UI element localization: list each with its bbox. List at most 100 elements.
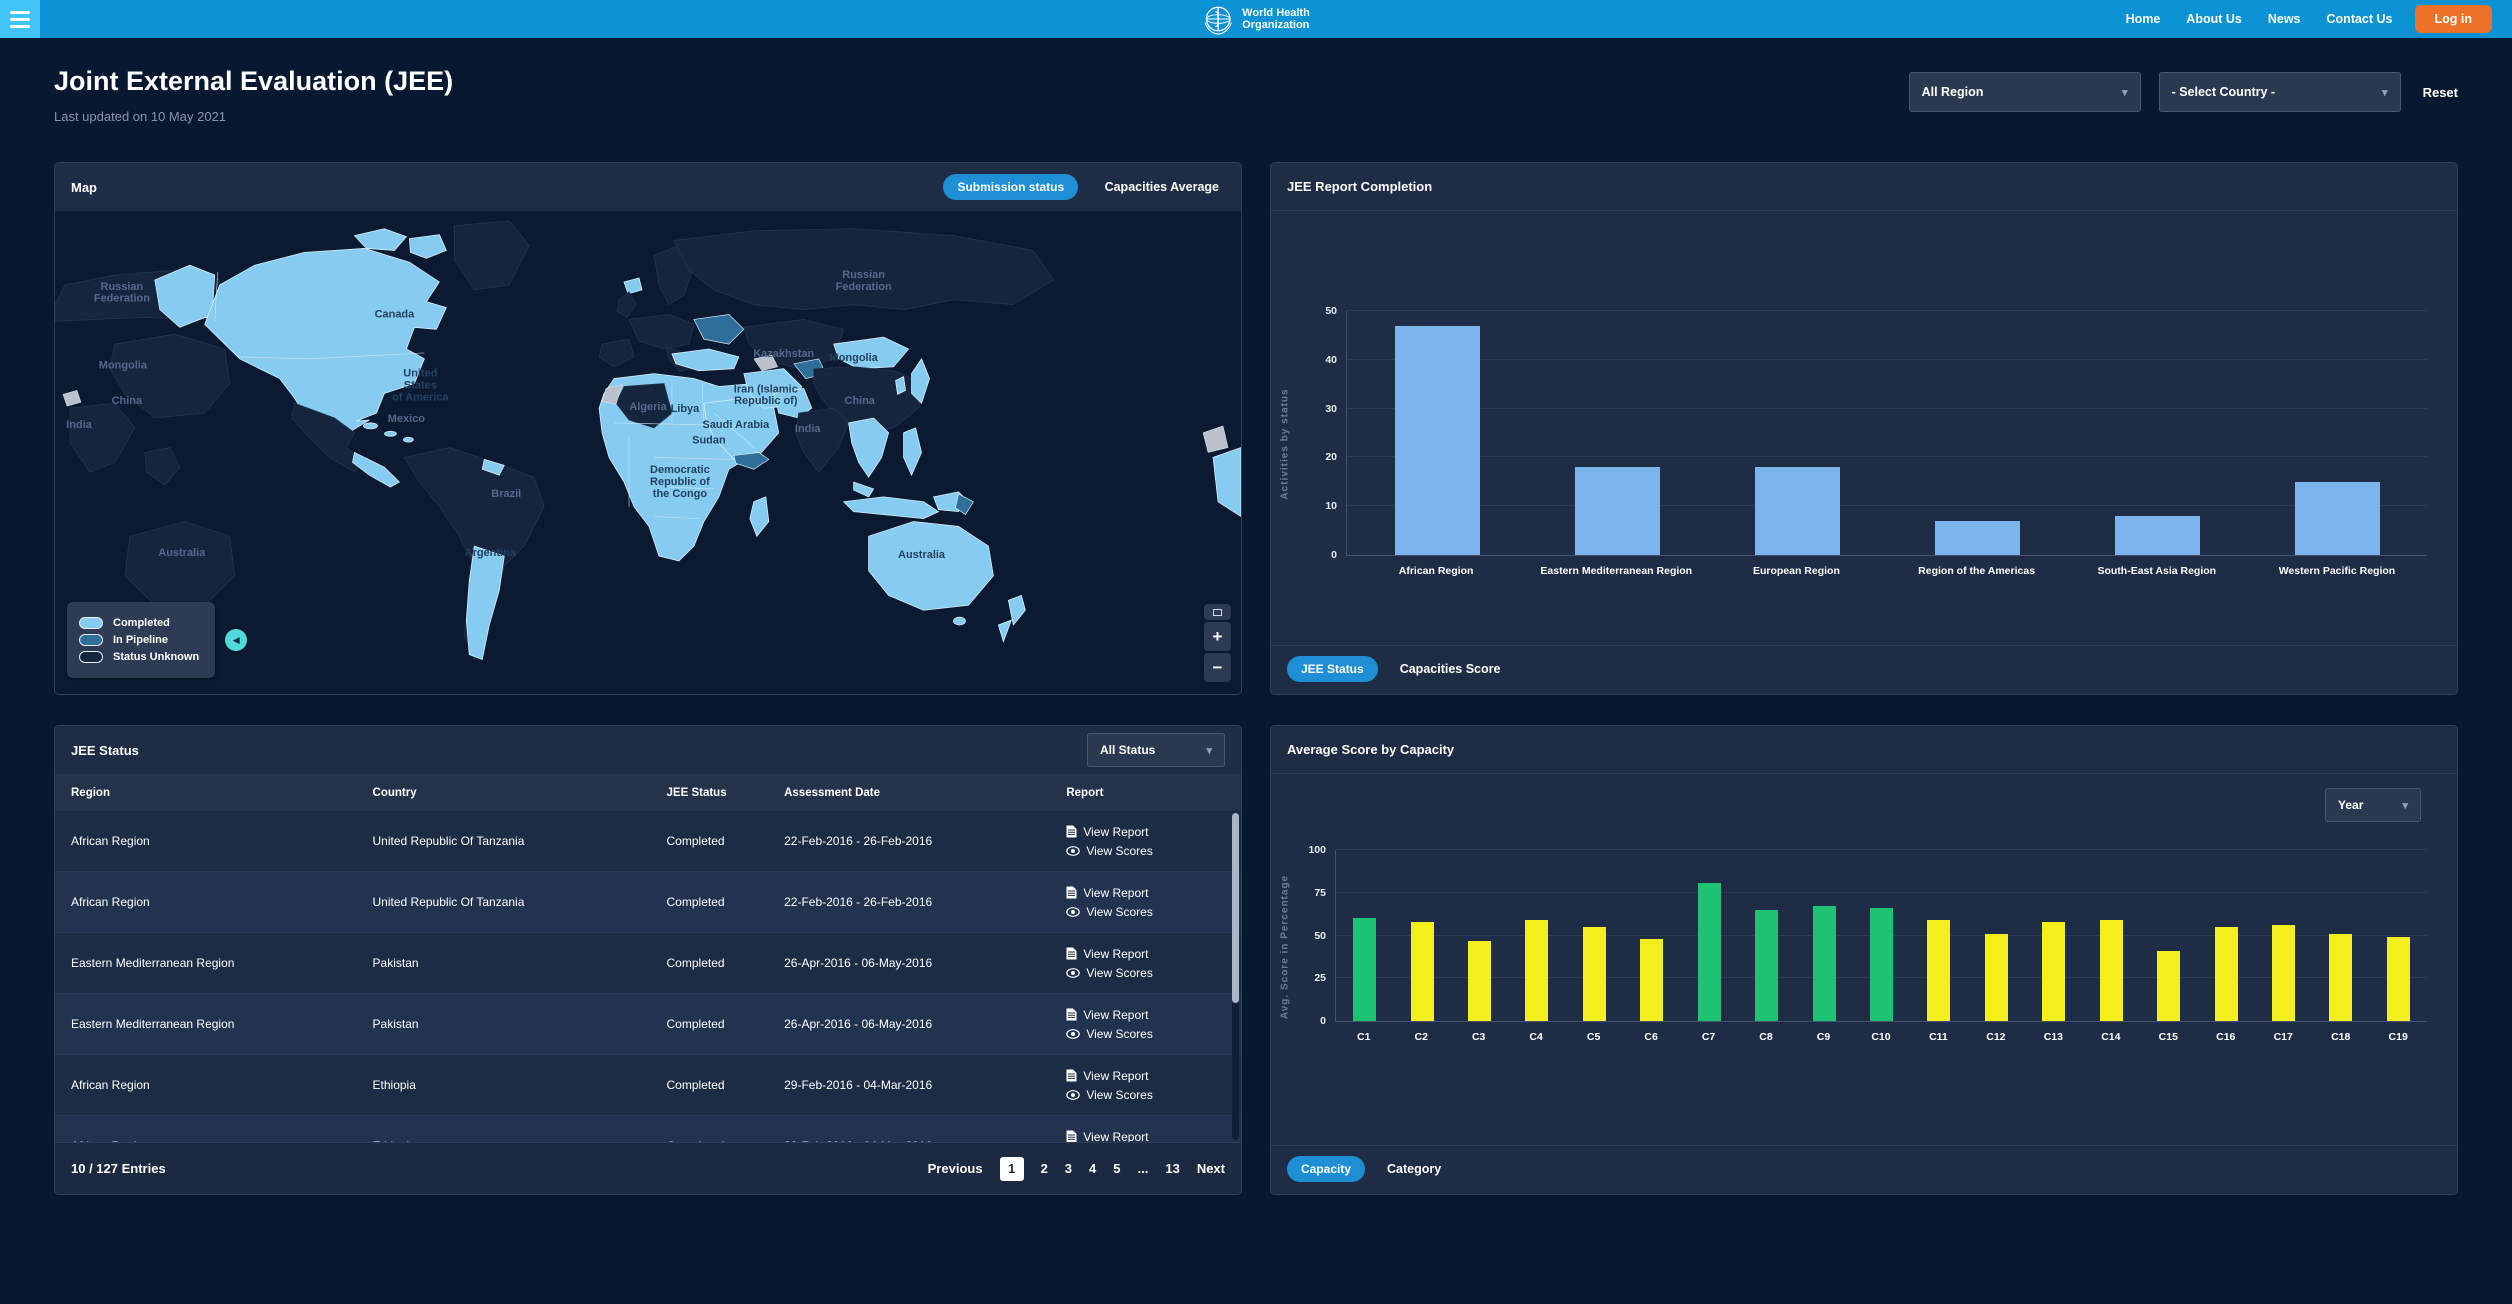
x-tick-label: C10	[1871, 1031, 1891, 1043]
jee-status-title: JEE Status	[71, 742, 139, 758]
map-borders	[214, 272, 755, 519]
tab-jee-status[interactable]: JEE Status	[1287, 656, 1378, 682]
x-tick-label: Western Pacific Region	[2278, 565, 2396, 577]
scrollbar-thumb[interactable]	[1232, 813, 1239, 1003]
country-select[interactable]: - Select Country - ▾	[2158, 72, 2401, 112]
legend-collapse-button[interactable]: ◀	[225, 629, 248, 651]
legend-label: In Pipeline	[113, 634, 169, 646]
zoom-in-button[interactable]: +	[1204, 622, 1231, 651]
legend-swatch-icon	[79, 634, 103, 646]
map-label: India	[66, 419, 93, 431]
table-row: African Region United Republic Of Tanzani…	[55, 872, 1241, 933]
pagination-previous[interactable]: Previous	[927, 1161, 983, 1176]
bar-c17	[2271, 925, 2295, 1021]
view-scores-link[interactable]: View Scores	[1066, 1027, 1231, 1041]
x-tick-label: C4	[1529, 1031, 1543, 1043]
view-report-link[interactable]: View Report	[1066, 947, 1231, 961]
view-scores-link[interactable]: View Scores	[1066, 1088, 1231, 1102]
view-report-link[interactable]: View Report	[1066, 1069, 1231, 1083]
table-row: African Region United Republic Of Tanzani…	[55, 811, 1241, 872]
reset-button[interactable]: Reset	[2422, 84, 2458, 100]
region-select[interactable]: All Region ▾	[1908, 72, 2141, 112]
chevron-down-icon: ▾	[2122, 86, 2128, 99]
cell-report: View Report View Scores	[1066, 1069, 1231, 1102]
nav-home[interactable]: Home	[2125, 12, 2161, 26]
y-tick-label: 75	[1314, 886, 1326, 899]
tab-category[interactable]: Category	[1381, 1161, 1447, 1177]
avg-score-title: Average Score by Capacity	[1287, 742, 1455, 757]
pagination-page-3[interactable]: 3	[1064, 1161, 1073, 1176]
view-report-link[interactable]: View Report	[1066, 1008, 1231, 1022]
bar-c7	[1697, 882, 1721, 1021]
x-tick-label: Eastern Mediterranean Region	[1540, 565, 1693, 577]
view-scores-link[interactable]: View Scores	[1066, 905, 1231, 919]
zoom-out-button[interactable]: −	[1204, 653, 1231, 682]
view-scores-link[interactable]: View Scores	[1066, 844, 1231, 858]
cell-status: Completed	[667, 1139, 785, 1142]
x-tick-label: C7	[1701, 1031, 1716, 1043]
x-tick-label: C16	[2216, 1031, 2236, 1043]
toggle-capacities-average[interactable]: Capacities Average	[1099, 179, 1225, 195]
gridline	[1347, 456, 2427, 458]
map-label: Kazakhstan	[753, 348, 814, 360]
pagination-page-5[interactable]: 5	[1113, 1161, 1121, 1176]
toggle-submission-status[interactable]: Submission status	[943, 174, 1079, 200]
view-scores-link[interactable]: View Scores	[1066, 966, 1231, 980]
bar-c13	[2042, 921, 2066, 1021]
map-panel: Map Submission status Capacities Average	[54, 162, 1242, 695]
avg-score-panel: Average Score by Capacity Year ▾ Avg. Sc…	[1270, 725, 2458, 1195]
map-north-america	[154, 220, 643, 488]
year-select-value: Year	[2338, 798, 2364, 812]
bar-c14	[2099, 920, 2123, 1021]
world-map-canvas[interactable]: Russian Federation Mongolia China India Austr…	[55, 211, 1241, 694]
document-icon	[1066, 825, 1077, 838]
x-tick-label: C14	[2101, 1031, 2121, 1043]
bar-c8	[1755, 909, 1779, 1021]
nav-about-us[interactable]: About Us	[2186, 12, 2242, 26]
x-tick-label: C19	[2388, 1031, 2408, 1043]
cell-region: African Region	[71, 1078, 150, 1092]
view-report-link[interactable]: View Report	[1066, 825, 1231, 839]
nav-contact-us[interactable]: Contact Us	[2326, 12, 2393, 26]
box-zoom-button[interactable]	[1204, 604, 1231, 620]
map-label: Iran (Islamic Republic of)	[734, 383, 798, 407]
top-navigation: Home About Us News Contact Us	[2126, 12, 2415, 26]
cell-region: African Region	[55, 1139, 373, 1142]
legend-swatch-icon	[79, 651, 103, 663]
y-tick-label: 100	[1308, 844, 1326, 856]
pagination-page-4[interactable]: 4	[1089, 1161, 1097, 1176]
view-report-link[interactable]: View Report	[1066, 1130, 1231, 1142]
nav-news[interactable]: News	[2267, 12, 2301, 26]
pagination-page-2[interactable]: 2	[1040, 1161, 1048, 1176]
view-report-link[interactable]: View Report	[1066, 886, 1231, 900]
legend-swatch-icon	[79, 617, 103, 629]
login-button[interactable]: Log in	[2414, 5, 2492, 33]
cell-region: African Region	[71, 834, 150, 848]
tab-capacity[interactable]: Capacity	[1287, 1156, 1366, 1182]
year-select[interactable]: Year ▾	[2325, 788, 2421, 822]
x-tick-label: C2	[1414, 1031, 1428, 1043]
pagination-page-1[interactable]: 1	[999, 1156, 1024, 1181]
status-filter-select[interactable]: All Status ▾	[1087, 733, 1225, 767]
brand-line1: World Health	[1242, 7, 1310, 19]
document-icon	[1066, 1008, 1077, 1021]
map-label: Australia	[898, 549, 946, 561]
table-body: African Region United Republic Of Tanzani…	[55, 811, 1241, 1142]
cell-status: Completed	[666, 956, 725, 970]
tab-capacities-score[interactable]: Capacities Score	[1394, 661, 1507, 677]
world-map[interactable]: Russian Federation Mongolia China India Austr…	[55, 211, 1241, 694]
x-tick-label: C5	[1586, 1031, 1601, 1043]
pagination-ellipsis[interactable]: ...	[1137, 1161, 1149, 1176]
pagination-next[interactable]: Next	[1196, 1161, 1225, 1176]
col-assessment-date: Assessment Date	[784, 786, 880, 799]
x-tick-label: C18	[2331, 1031, 2351, 1043]
map-label: India	[795, 423, 822, 435]
menu-button[interactable]	[0, 0, 40, 38]
x-tick-label: C8	[1759, 1031, 1773, 1043]
gridline	[1347, 407, 2427, 409]
who-logo-icon	[1204, 6, 1232, 35]
pagination: Previous 1 2 3 4 5... 13 Next	[927, 1156, 1225, 1181]
y-tick-label: 0	[1320, 1015, 1326, 1027]
map-label: Democratic Republic of the Congo	[650, 464, 710, 500]
pagination-page-13[interactable]: 13	[1165, 1161, 1180, 1176]
